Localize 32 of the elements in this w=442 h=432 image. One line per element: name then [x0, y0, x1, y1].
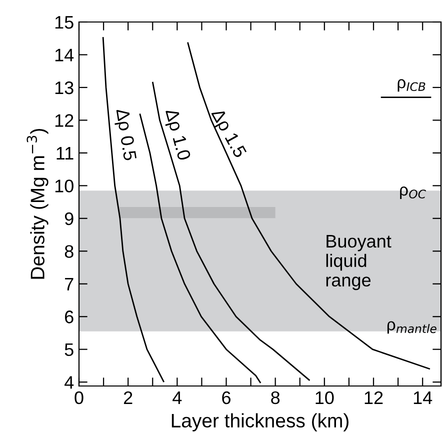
- y-tick-label: 11: [56, 147, 74, 160]
- y-tick-label: 5: [64, 343, 74, 356]
- annotation: Buoyant liquid range: [326, 235, 392, 290]
- annotation: Δρ 1.5: [208, 108, 247, 160]
- y-tick-label: 13: [55, 81, 74, 94]
- y-tick-label: 12: [55, 114, 74, 127]
- y-tick-label: 4: [64, 376, 74, 389]
- y-tick-label: 9: [64, 212, 74, 226]
- annotation: ρ$_{mantle}$: [387, 321, 436, 334]
- line-series: [139, 112, 262, 384]
- x-tick-label: 8: [271, 391, 280, 404]
- y-tick-label: 15: [55, 16, 74, 29]
- x-tick-label: 2: [124, 391, 132, 404]
- y-tick-label: 7: [65, 278, 74, 290]
- x-tick-label: 12: [364, 391, 383, 404]
- x-axis-title: Layer thickness (km): [172, 413, 348, 432]
- annotation: Δρ 1.0: [162, 108, 192, 162]
- y-tick-label: 8: [64, 245, 74, 258]
- y-tick-label: 6: [65, 310, 74, 324]
- line-series: [152, 81, 310, 382]
- x-tick-label: 4: [172, 392, 182, 404]
- y-tick-label: 10: [55, 180, 74, 192]
- line-series: [102, 36, 165, 383]
- y-tick-label: 14: [55, 48, 74, 62]
- annotation: ρ$_{ICB}$: [398, 79, 426, 92]
- x-tick-label: 6: [222, 391, 230, 404]
- x-tick-label: 10: [316, 391, 334, 404]
- x-tick-label: 0: [74, 391, 84, 404]
- x-tick-label: 14: [414, 392, 432, 404]
- y-axis-title: Density (Mg m$^{−3}$): [26, 128, 48, 279]
- annotation: ρ$_{OC}$: [400, 186, 426, 199]
- annotation: Δρ 0.5: [112, 108, 137, 162]
